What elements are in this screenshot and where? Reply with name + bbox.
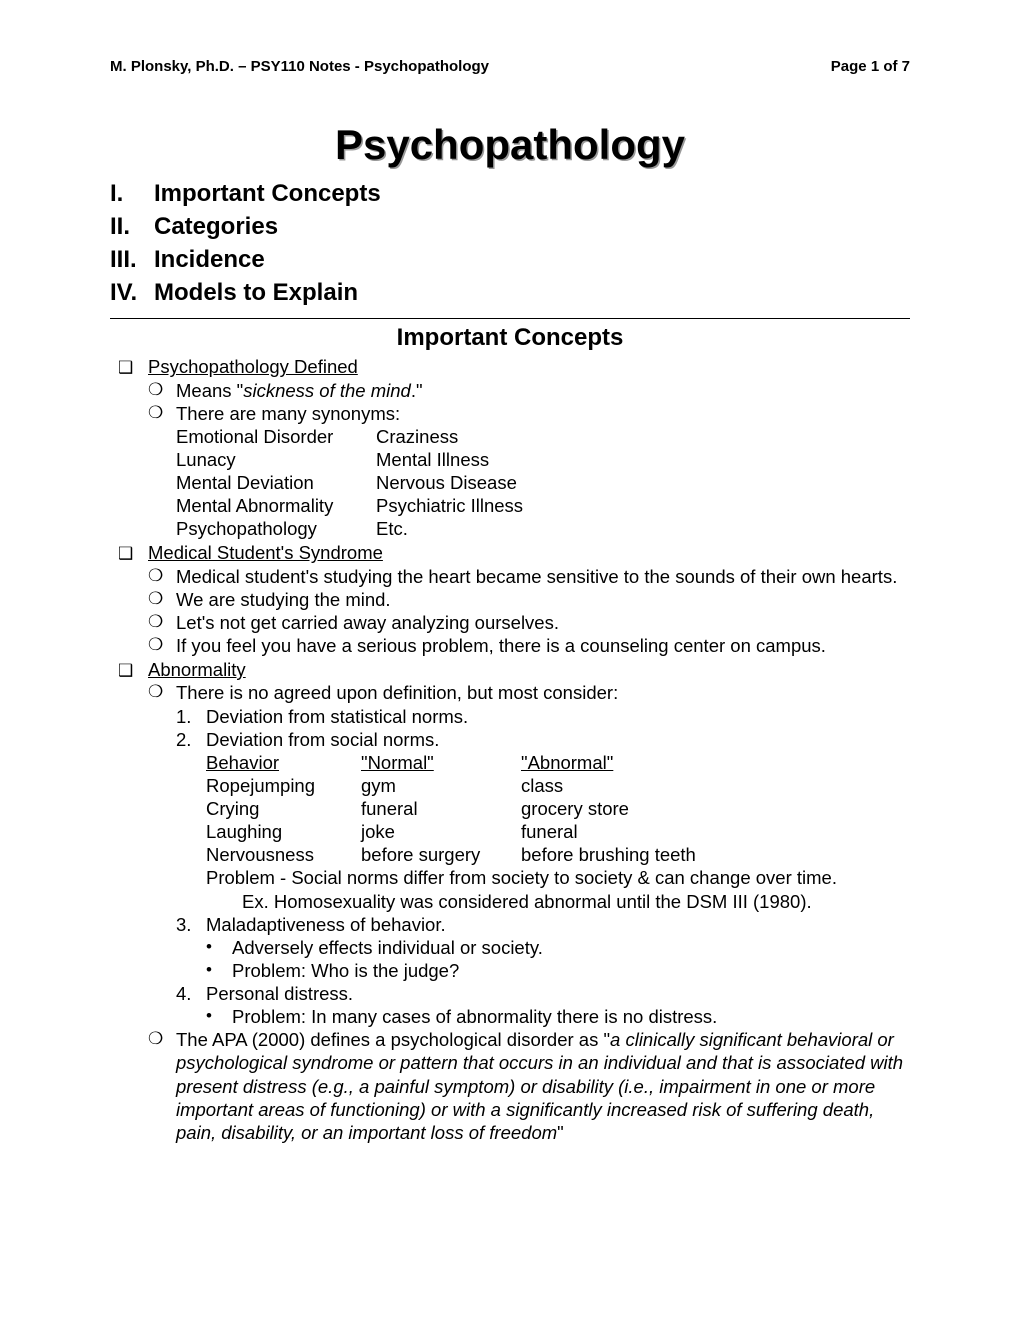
list-item: ❍We are studying the mind. xyxy=(148,588,910,611)
list-item: ❍There is no agreed upon definition, but… xyxy=(148,681,910,704)
numbered-item: 3.Maladaptiveness of behavior. xyxy=(176,913,910,936)
problem-note: Problem - Social norms differ from socie… xyxy=(206,866,910,889)
dot-bullet-icon: • xyxy=(206,936,232,959)
topic-heading: Abnormality xyxy=(148,658,246,681)
topic-heading: Medical Student's Syndrome xyxy=(148,541,383,564)
circle-bullet-icon: ❍ xyxy=(148,402,176,425)
toc-num: I. xyxy=(110,179,154,209)
item-text: Personal distress. xyxy=(206,982,910,1005)
table-row: Emotional DisorderCraziness xyxy=(176,425,910,448)
topic-medical-syndrome: ❑ Medical Student's Syndrome xyxy=(118,541,910,564)
item-text: Deviation from statistical norms. xyxy=(206,705,910,728)
header-left: M. Plonsky, Ph.D. – PSY110 Notes - Psych… xyxy=(110,58,489,77)
table-header-row: Behavior "Normal" "Abnormal" xyxy=(206,751,910,774)
item-number: 2. xyxy=(176,728,206,751)
toc-item: II.Categories xyxy=(110,212,910,242)
item-number: 1. xyxy=(176,705,206,728)
table-row: Mental DeviationNervous Disease xyxy=(176,471,910,494)
numbered-item: 2.Deviation from social norms. xyxy=(176,728,910,751)
page-title: Psychopathology xyxy=(110,119,910,172)
toc-label: Incidence xyxy=(154,245,265,275)
numbered-item: 1.Deviation from statistical norms. xyxy=(176,705,910,728)
toc-item: IV.Models to Explain xyxy=(110,278,910,308)
table-row: Nervousnessbefore surgerybefore brushing… xyxy=(206,843,910,866)
section-title: Important Concepts xyxy=(110,323,910,353)
list-text: Let's not get carried away analyzing our… xyxy=(176,611,910,634)
sub-item: •Problem: Who is the judge? xyxy=(206,959,910,982)
norms-table: Behavior "Normal" "Abnormal" Ropejumping… xyxy=(206,751,910,867)
circle-bullet-icon: ❍ xyxy=(148,611,176,634)
circle-bullet-icon: ❍ xyxy=(148,681,176,704)
apa-text: The APA (2000) defines a psychological d… xyxy=(176,1028,910,1144)
page-header: M. Plonsky, Ph.D. – PSY110 Notes - Psych… xyxy=(110,58,910,77)
list-text: There are many synonyms: xyxy=(176,402,910,425)
toc-label: Important Concepts xyxy=(154,179,381,209)
col-header: "Normal" xyxy=(361,751,521,774)
apa-definition: ❍ The APA (2000) defines a psychological… xyxy=(148,1028,910,1144)
header-right: Page 1 of 7 xyxy=(831,58,910,77)
list-text: If you feel you have a serious problem, … xyxy=(176,634,910,657)
topic-psychopathology-defined: ❑ Psychopathology Defined xyxy=(118,355,910,378)
circle-bullet-icon: ❍ xyxy=(148,1028,176,1144)
list-text: We are studying the mind. xyxy=(176,588,910,611)
divider xyxy=(110,318,910,319)
item-text: Deviation from social norms. xyxy=(206,728,910,751)
list-text: Means "sickness of the mind." xyxy=(176,379,910,402)
square-bullet-icon: ❑ xyxy=(118,658,148,681)
col-header: "Abnormal" xyxy=(521,751,613,774)
circle-bullet-icon: ❍ xyxy=(148,379,176,402)
item-text: Adversely effects individual or society. xyxy=(232,936,910,959)
synonyms-table: Emotional DisorderCraziness LunacyMental… xyxy=(176,425,910,541)
circle-bullet-icon: ❍ xyxy=(148,565,176,588)
list-item: ❍Medical student's studying the heart be… xyxy=(148,565,910,588)
toc-label: Models to Explain xyxy=(154,278,358,308)
list-item: ❍ Means "sickness of the mind." xyxy=(148,379,910,402)
toc-num: III. xyxy=(110,245,154,275)
list-item: ❍ There are many synonyms: xyxy=(148,402,910,425)
toc-num: IV. xyxy=(110,278,154,308)
item-text: Problem: In many cases of abnormality th… xyxy=(232,1005,910,1028)
table-row: LunacyMental Illness xyxy=(176,448,910,471)
toc-item: I.Important Concepts xyxy=(110,179,910,209)
list-item: ❍If you feel you have a serious problem,… xyxy=(148,634,910,657)
square-bullet-icon: ❑ xyxy=(118,541,148,564)
table-row: Ropejumpinggymclass xyxy=(206,774,910,797)
toc-item: III.Incidence xyxy=(110,245,910,275)
dot-bullet-icon: • xyxy=(206,959,232,982)
list-text: There is no agreed upon definition, but … xyxy=(176,681,910,704)
table-of-contents: I.Important Concepts II.Categories III.I… xyxy=(110,179,910,308)
dot-bullet-icon: • xyxy=(206,1005,232,1028)
item-text: Problem: Who is the judge? xyxy=(232,959,910,982)
circle-bullet-icon: ❍ xyxy=(148,588,176,611)
square-bullet-icon: ❑ xyxy=(118,355,148,378)
table-row: Cryingfuneralgrocery store xyxy=(206,797,910,820)
table-row: Mental AbnormalityPsychiatric Illness xyxy=(176,494,910,517)
circle-bullet-icon: ❍ xyxy=(148,634,176,657)
list-item: ❍Let's not get carried away analyzing ou… xyxy=(148,611,910,634)
numbered-item: 4.Personal distress. xyxy=(176,982,910,1005)
col-header: Behavior xyxy=(206,751,361,774)
sub-item: •Adversely effects individual or society… xyxy=(206,936,910,959)
toc-num: II. xyxy=(110,212,154,242)
item-number: 3. xyxy=(176,913,206,936)
topic-heading: Psychopathology Defined xyxy=(148,355,358,378)
topic-abnormality: ❑ Abnormality xyxy=(118,658,910,681)
item-text: Maladaptiveness of behavior. xyxy=(206,913,910,936)
item-number: 4. xyxy=(176,982,206,1005)
table-row: PsychopathologyEtc. xyxy=(176,517,910,540)
sub-item: •Problem: In many cases of abnormality t… xyxy=(206,1005,910,1028)
table-row: Laughingjokefuneral xyxy=(206,820,910,843)
example-note: Ex. Homosexuality was considered abnorma… xyxy=(242,890,910,913)
list-text: Medical student's studying the heart bec… xyxy=(176,565,910,588)
toc-label: Categories xyxy=(154,212,278,242)
